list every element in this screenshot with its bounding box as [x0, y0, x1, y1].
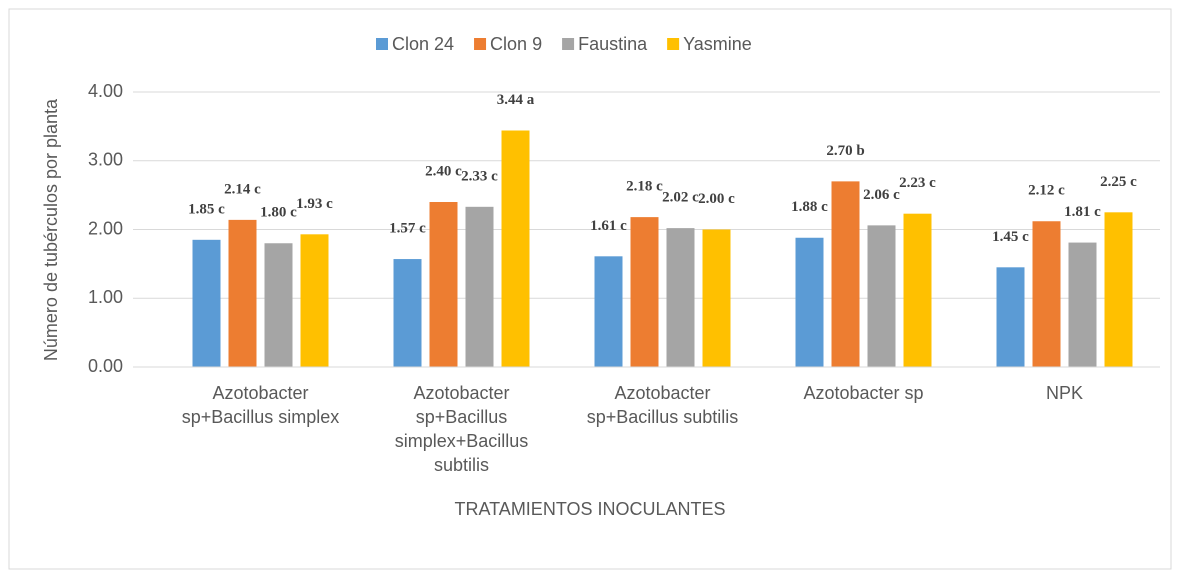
legend-swatch	[474, 38, 487, 50]
bar	[996, 267, 1025, 367]
value-label: 2.18 c	[626, 179, 663, 195]
y-tick-label: 2.00	[88, 218, 123, 238]
chart-border	[8, 8, 1172, 570]
y-tick-label: 4.00	[88, 81, 123, 101]
value-label: 2.33 c	[461, 168, 498, 184]
value-label: 1.45 c	[992, 229, 1029, 245]
bar	[867, 225, 896, 367]
x-tick-label: Azotobacter sp+Bacillus subtilis	[586, 383, 739, 427]
bar	[300, 234, 329, 367]
bar	[429, 202, 458, 367]
value-label: 2.06 c	[863, 187, 900, 203]
value-label: 2.25 c	[1100, 174, 1137, 190]
bar	[264, 243, 293, 367]
bar	[831, 181, 860, 367]
value-label: 2.40 c	[425, 163, 462, 179]
bar	[1068, 242, 1097, 367]
value-label: 2.00 c	[698, 191, 735, 207]
legend-swatch	[667, 38, 680, 50]
bar	[630, 217, 659, 367]
bar	[666, 228, 695, 367]
value-label: 1.61 c	[590, 218, 627, 234]
value-label: 1.93 c	[296, 196, 333, 212]
bar	[192, 239, 221, 367]
value-label: 1.57 c	[389, 221, 426, 237]
bar	[1104, 212, 1133, 367]
bar	[903, 213, 932, 367]
x-tick-label: Azotobacter sp+Bacillus simplex+Bacillus…	[394, 383, 529, 475]
x-tick-label: NPK	[1045, 383, 1083, 403]
legend-label: Faustina	[578, 34, 648, 54]
legend-swatch	[376, 38, 388, 50]
value-label: 2.12 c	[1028, 183, 1065, 199]
bar	[228, 219, 257, 367]
y-tick-label: 1.00	[88, 287, 123, 307]
value-label: 1.81 c	[1064, 204, 1101, 220]
value-label: 3.44 a	[497, 92, 535, 108]
bar	[795, 237, 824, 367]
bar	[501, 130, 530, 367]
bar	[594, 256, 623, 367]
value-label: 1.80 c	[260, 205, 297, 221]
bar	[702, 229, 731, 367]
x-tick-label: Azotobacter sp+Bacillus simplex	[181, 383, 340, 427]
value-label: 2.70 b	[826, 143, 864, 159]
legend-label: Clon 24	[392, 34, 454, 54]
x-tick-label: Azotobacter sp	[803, 383, 924, 403]
x-axis-title: TRATAMIENTOS INOCULANTES	[454, 499, 725, 519]
legend-label: Clon 9	[490, 34, 542, 54]
bar	[1032, 221, 1061, 367]
legend-label: Yasmine	[683, 34, 752, 54]
value-label: 1.88 c	[791, 199, 828, 215]
value-label: 2.02 c	[662, 190, 699, 206]
legend-swatch	[562, 38, 575, 50]
value-label: 2.23 c	[899, 175, 936, 191]
value-label: 2.14 c	[224, 181, 261, 197]
value-label: 1.85 c	[188, 201, 225, 217]
y-axis-title: Número de tubérculos por planta	[41, 98, 61, 361]
bar	[465, 206, 494, 367]
bar	[393, 259, 422, 367]
y-tick-label: 3.00	[88, 150, 123, 170]
y-tick-label: 0.00	[88, 356, 123, 376]
